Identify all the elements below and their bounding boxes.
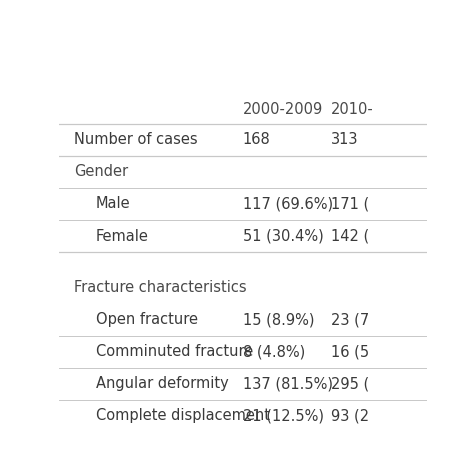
Text: 295 (: 295 ( <box>331 376 369 392</box>
Text: Complete displacement: Complete displacement <box>96 409 270 423</box>
Text: 8 (4.8%): 8 (4.8%) <box>243 344 305 359</box>
Text: 23 (7: 23 (7 <box>331 312 369 327</box>
Text: 21 (12.5%): 21 (12.5%) <box>243 409 324 423</box>
Text: Fracture characteristics: Fracture characteristics <box>74 280 246 295</box>
Text: 15 (8.9%): 15 (8.9%) <box>243 312 314 327</box>
Text: Angular deformity: Angular deformity <box>96 376 229 392</box>
Text: 313: 313 <box>331 132 359 147</box>
Text: Number of cases: Number of cases <box>74 132 198 147</box>
Text: 2000-2009: 2000-2009 <box>243 102 323 117</box>
Text: 171 (: 171 ( <box>331 196 369 211</box>
Text: Open fracture: Open fracture <box>96 312 198 327</box>
Text: 137 (81.5%): 137 (81.5%) <box>243 376 333 392</box>
Text: 142 (: 142 ( <box>331 228 369 244</box>
Text: Female: Female <box>96 228 149 244</box>
Text: Male: Male <box>96 196 131 211</box>
Text: Gender: Gender <box>74 164 128 179</box>
Text: 117 (69.6%): 117 (69.6%) <box>243 196 333 211</box>
Text: 2010-: 2010- <box>331 102 374 117</box>
Text: 16 (5: 16 (5 <box>331 344 369 359</box>
Text: Comminuted fracture: Comminuted fracture <box>96 344 253 359</box>
Text: 51 (30.4%): 51 (30.4%) <box>243 228 324 244</box>
Text: 168: 168 <box>243 132 271 147</box>
Text: 93 (2: 93 (2 <box>331 409 369 423</box>
